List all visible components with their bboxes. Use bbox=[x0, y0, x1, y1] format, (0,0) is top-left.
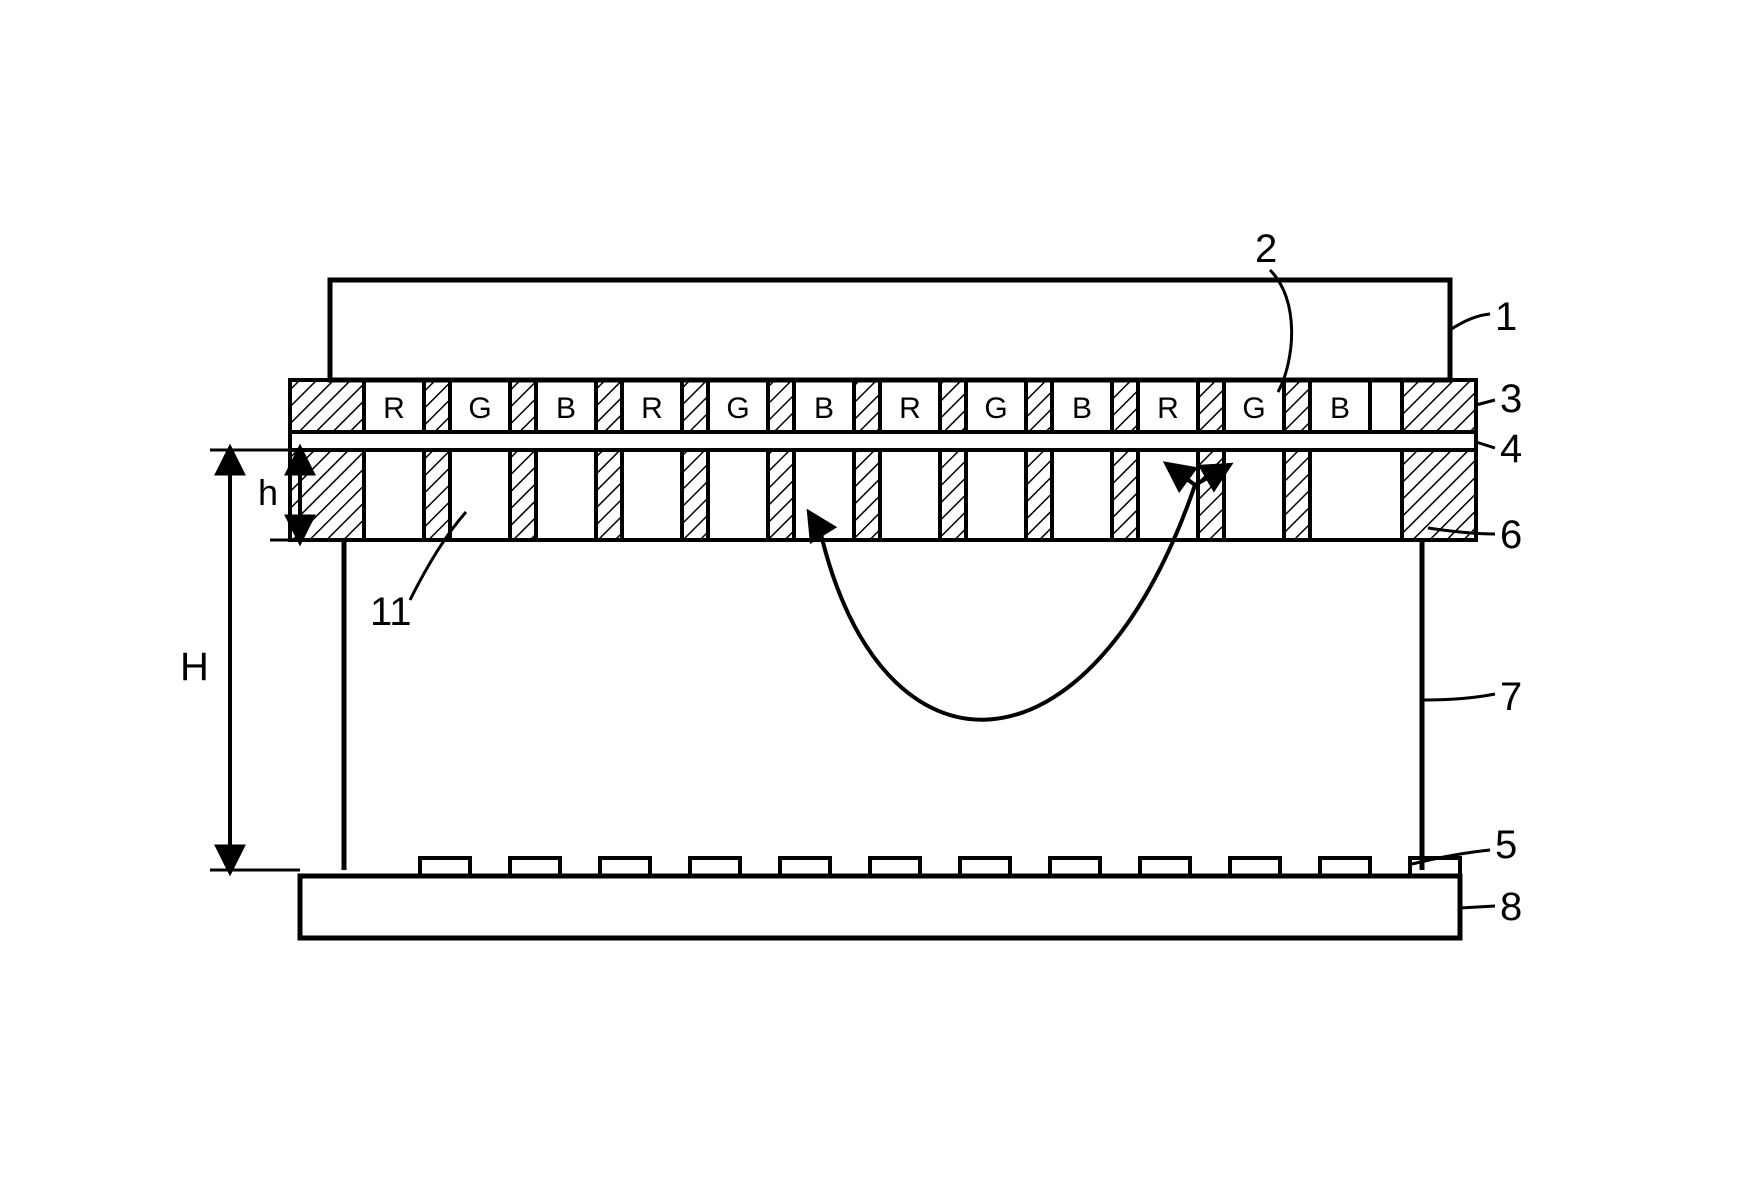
black-matrix-divider bbox=[1112, 380, 1138, 432]
rib bbox=[1026, 450, 1052, 540]
callout-11: 11 bbox=[370, 590, 412, 634]
color-letter: G bbox=[1242, 392, 1265, 425]
black-matrix-divider bbox=[940, 380, 966, 432]
callout-1: 1 bbox=[1495, 295, 1517, 339]
black-matrix-divider bbox=[682, 380, 708, 432]
address-electrode bbox=[420, 858, 470, 876]
dim-label-H: H bbox=[180, 645, 209, 689]
black-matrix-divider bbox=[768, 380, 794, 432]
address-electrode bbox=[600, 858, 650, 876]
address-electrode bbox=[1230, 858, 1280, 876]
address-electrode bbox=[1050, 858, 1100, 876]
black-matrix-divider bbox=[1198, 380, 1224, 432]
rib bbox=[424, 450, 450, 540]
address-electrode bbox=[870, 858, 920, 876]
color-letter: G bbox=[726, 392, 749, 425]
black-matrix-divider bbox=[1284, 380, 1310, 432]
callout-2: 2 bbox=[1255, 227, 1277, 271]
color-letter: R bbox=[383, 392, 405, 425]
rib bbox=[940, 450, 966, 540]
address-electrode bbox=[1410, 858, 1460, 876]
dim-label-h: h bbox=[258, 472, 278, 513]
rib bbox=[510, 450, 536, 540]
ribs bbox=[290, 450, 1476, 540]
color-letter: G bbox=[984, 392, 1007, 425]
black-matrix-divider bbox=[1026, 380, 1052, 432]
rib bbox=[682, 450, 708, 540]
address-electrode bbox=[1140, 858, 1190, 876]
color-letter: B bbox=[556, 392, 576, 425]
callout-8: 8 bbox=[1500, 885, 1522, 929]
thin-layer-4 bbox=[290, 432, 1476, 450]
black-matrix-divider bbox=[854, 380, 880, 432]
rib bbox=[1112, 450, 1138, 540]
address-electrode bbox=[780, 858, 830, 876]
callout-3: 3 bbox=[1500, 377, 1522, 421]
address-electrode bbox=[690, 858, 740, 876]
color-letter: B bbox=[814, 392, 834, 425]
address-electrode bbox=[960, 858, 1010, 876]
address-electrodes bbox=[420, 858, 1460, 876]
address-electrode bbox=[1320, 858, 1370, 876]
callout-6: 6 bbox=[1500, 513, 1522, 557]
color-letter: R bbox=[899, 392, 921, 425]
color-letter: G bbox=[468, 392, 491, 425]
color-letter: R bbox=[641, 392, 663, 425]
rib bbox=[854, 450, 880, 540]
bottom-substrate bbox=[300, 876, 1460, 938]
callout-7: 7 bbox=[1500, 675, 1522, 719]
callout-5: 5 bbox=[1495, 823, 1517, 867]
rib bbox=[1284, 450, 1310, 540]
black-matrix-divider bbox=[596, 380, 622, 432]
black-matrix-divider bbox=[510, 380, 536, 432]
color-filter-row: RGBRGBRGBRGB bbox=[290, 380, 1476, 432]
callouts: 1 2 3 4 6 7 5 8 11 bbox=[370, 227, 1522, 929]
black-matrix-divider bbox=[424, 380, 450, 432]
dimension-H: H bbox=[180, 450, 300, 870]
color-letter: R bbox=[1157, 392, 1179, 425]
address-electrode bbox=[510, 858, 560, 876]
cross-section-diagram: R G B R G B R G B R G B H h 1 2 bbox=[0, 0, 1762, 1204]
rib bbox=[1198, 450, 1224, 540]
rib bbox=[768, 450, 794, 540]
top-substrate bbox=[330, 280, 1450, 380]
callout-4: 4 bbox=[1500, 427, 1522, 471]
rib-outer-right bbox=[1402, 450, 1476, 540]
rib bbox=[596, 450, 622, 540]
color-letter: B bbox=[1330, 392, 1350, 425]
color-letter: B bbox=[1072, 392, 1092, 425]
